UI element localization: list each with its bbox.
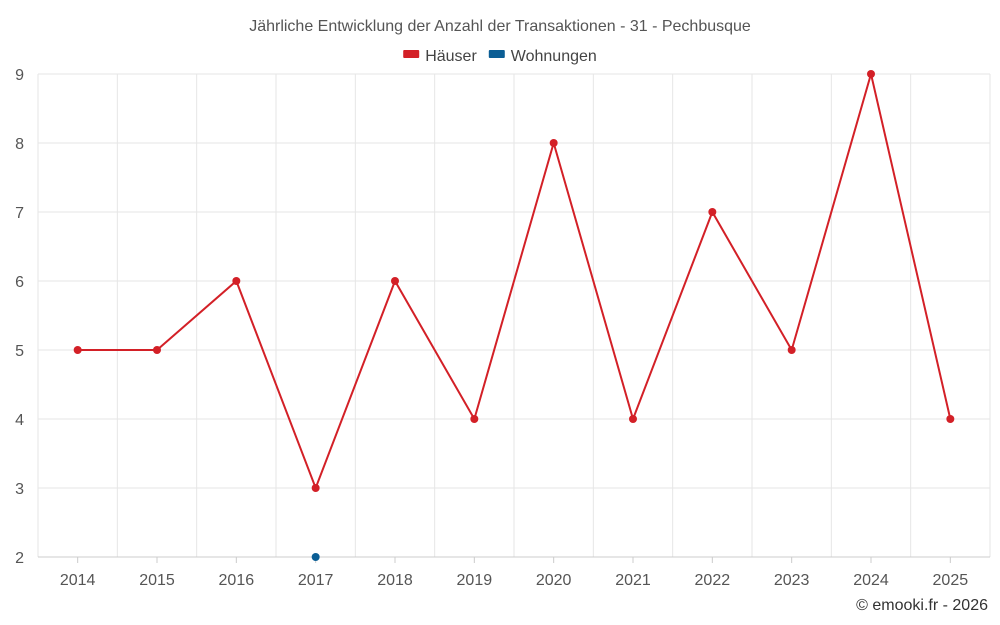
legend: Häuser Wohnungen	[403, 48, 597, 65]
y-axis: 2 3 4 5 6 7 8 9	[15, 67, 24, 567]
x-tick-label: 2015	[139, 572, 175, 589]
series-line	[77, 70, 952, 491]
data-point[interactable]	[549, 139, 558, 147]
y-tick-label: 5	[15, 343, 24, 360]
data-point[interactable]	[787, 346, 796, 354]
x-tick-label: 2024	[853, 572, 889, 589]
x-tick-label: 2019	[457, 572, 493, 589]
x-tick-label: 2017	[298, 572, 334, 589]
data-point[interactable]	[629, 415, 637, 423]
x-tick-label: 2022	[695, 572, 731, 589]
chart-title: Jährliche Entwicklung der Anzahl der Tra…	[249, 18, 751, 35]
credit-text: © emooki.fr - 2026	[856, 597, 988, 614]
x-tick-label: 2016	[219, 572, 255, 589]
series-layer	[73, 70, 955, 561]
y-tick-label: 6	[15, 274, 24, 291]
x-tick-label: 2014	[60, 572, 96, 589]
series-wohnungen	[311, 553, 320, 561]
x-axis: 2014 2015 2016 2017 2018 2019 2020 2021 2022 2023…	[38, 556, 990, 589]
data-point[interactable]	[867, 70, 875, 78]
y-tick-label: 2	[15, 550, 24, 567]
y-tick-label: 8	[15, 136, 24, 153]
x-tick-label: 2021	[615, 572, 651, 589]
x-tick-label: 2025	[933, 572, 969, 589]
y-tick-label: 9	[15, 67, 24, 84]
data-point[interactable]	[391, 277, 399, 285]
legend-item[interactable]: Häuser	[403, 48, 477, 65]
data-point[interactable]	[311, 484, 320, 492]
series-haeuser	[73, 70, 955, 492]
data-point[interactable]	[946, 415, 955, 423]
legend-label: Häuser	[425, 48, 477, 65]
x-tick-label: 2020	[536, 572, 572, 589]
y-tick-label: 4	[15, 412, 24, 429]
data-point[interactable]	[232, 277, 241, 285]
y-tick-label: 3	[15, 481, 24, 498]
data-point[interactable]	[470, 415, 479, 423]
data-point[interactable]	[311, 553, 320, 561]
x-tick-label: 2023	[774, 572, 810, 589]
legend-item[interactable]: Wohnungen	[488, 48, 597, 65]
legend-swatch	[403, 50, 420, 58]
legend-label: Wohnungen	[511, 48, 597, 65]
y-tick-label: 7	[15, 205, 24, 222]
grid	[37, 73, 991, 557]
data-point[interactable]	[708, 208, 717, 216]
data-point[interactable]	[153, 346, 161, 354]
legend-swatch	[488, 50, 505, 58]
x-tick-label: 2018	[377, 572, 413, 589]
data-point[interactable]	[73, 346, 82, 354]
